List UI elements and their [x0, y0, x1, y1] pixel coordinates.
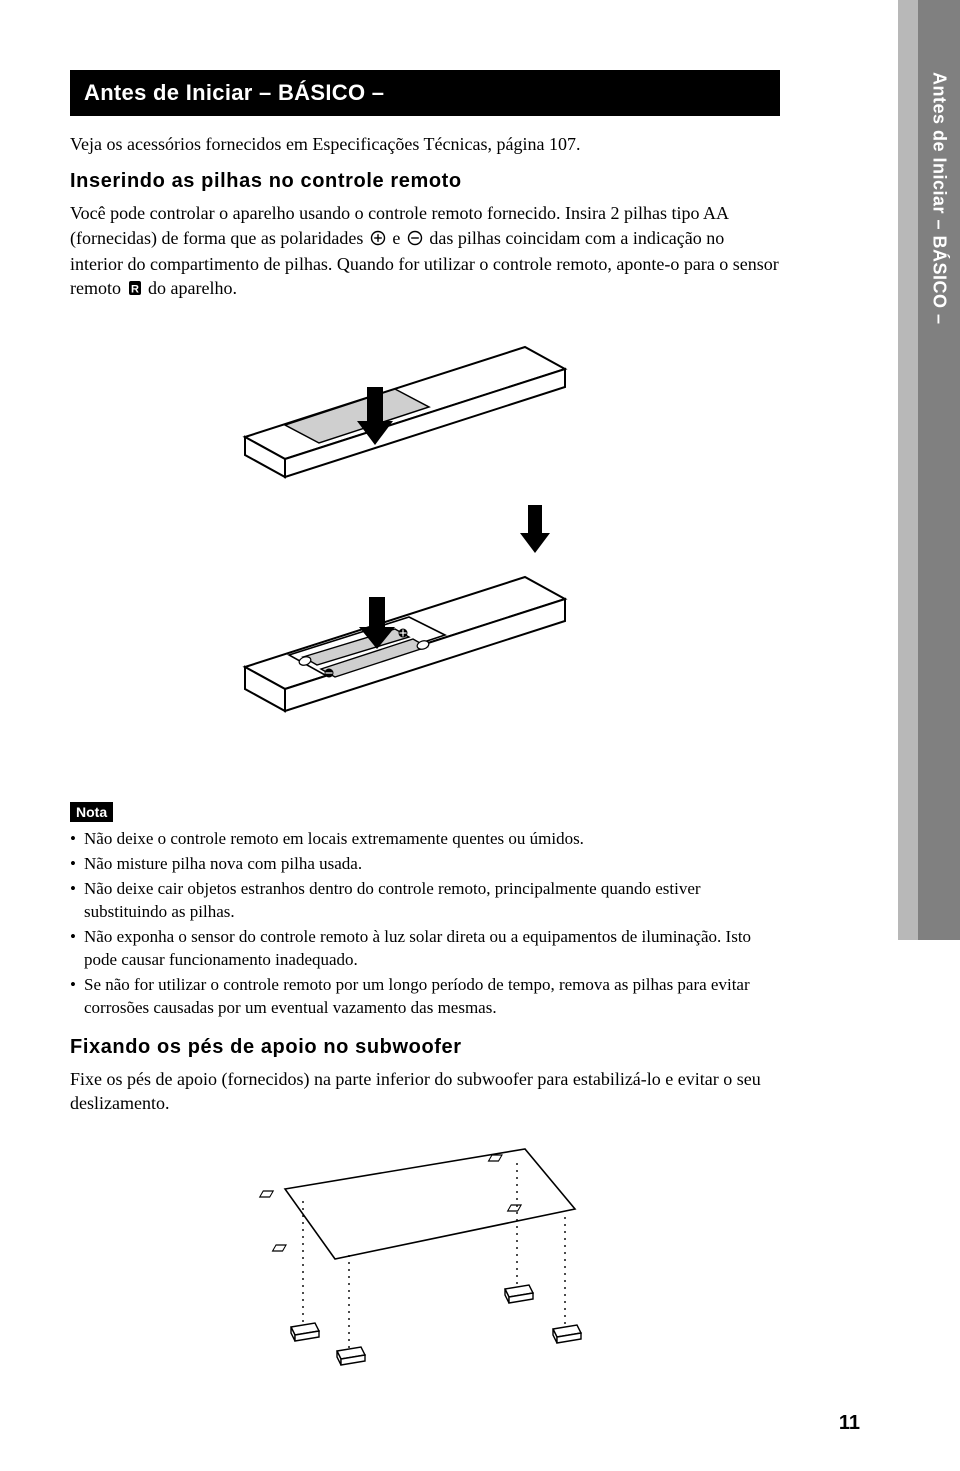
notes-list: Não deixe o controle remoto em locais ex…	[70, 828, 780, 1020]
note-item: Não deixe cair objetos estranhos dentro …	[70, 878, 780, 924]
subwoofer-feet-illustration	[70, 1124, 780, 1384]
note-item: Se não for utilizar o controle remoto po…	[70, 974, 780, 1020]
para-end: do aparelho.	[148, 278, 237, 298]
side-tab-label: Antes de Iniciar – BÁSICO –	[929, 72, 950, 325]
intro-text: Veja os acessórios fornecidos em Especif…	[70, 132, 780, 156]
plus-icon	[370, 228, 386, 252]
para-mid: e	[392, 228, 405, 248]
tab-light-strip	[898, 0, 918, 940]
section2-heading: Fixando os pés de apoio no subwoofer	[70, 1036, 780, 1059]
section1-heading: Inserindo as pilhas no controle remoto	[70, 170, 780, 193]
page-number: 11	[839, 1412, 860, 1435]
section1-paragraph: Você pode controlar o aparelho usando o …	[70, 201, 780, 302]
note-item: Não exponha o sensor do controle remoto …	[70, 926, 780, 972]
section-side-tab: Antes de Iniciar – BÁSICO –	[898, 0, 960, 940]
svg-text:R: R	[131, 284, 139, 296]
title-bar: Antes de Iniciar – BÁSICO –	[70, 70, 780, 116]
note-item: Não deixe o controle remoto em locais ex…	[70, 828, 780, 851]
remote-sensor-icon: R	[128, 278, 142, 302]
section2-paragraph: Fixe os pés de apoio (fornecidos) na par…	[70, 1067, 780, 1116]
remote-battery-illustration	[70, 312, 780, 782]
minus-icon	[407, 228, 423, 252]
chapter-title: Antes de Iniciar – BÁSICO –	[84, 80, 766, 106]
nota-label: Nota	[70, 802, 113, 822]
note-item: Não misture pilha nova com pilha usada.	[70, 853, 780, 876]
